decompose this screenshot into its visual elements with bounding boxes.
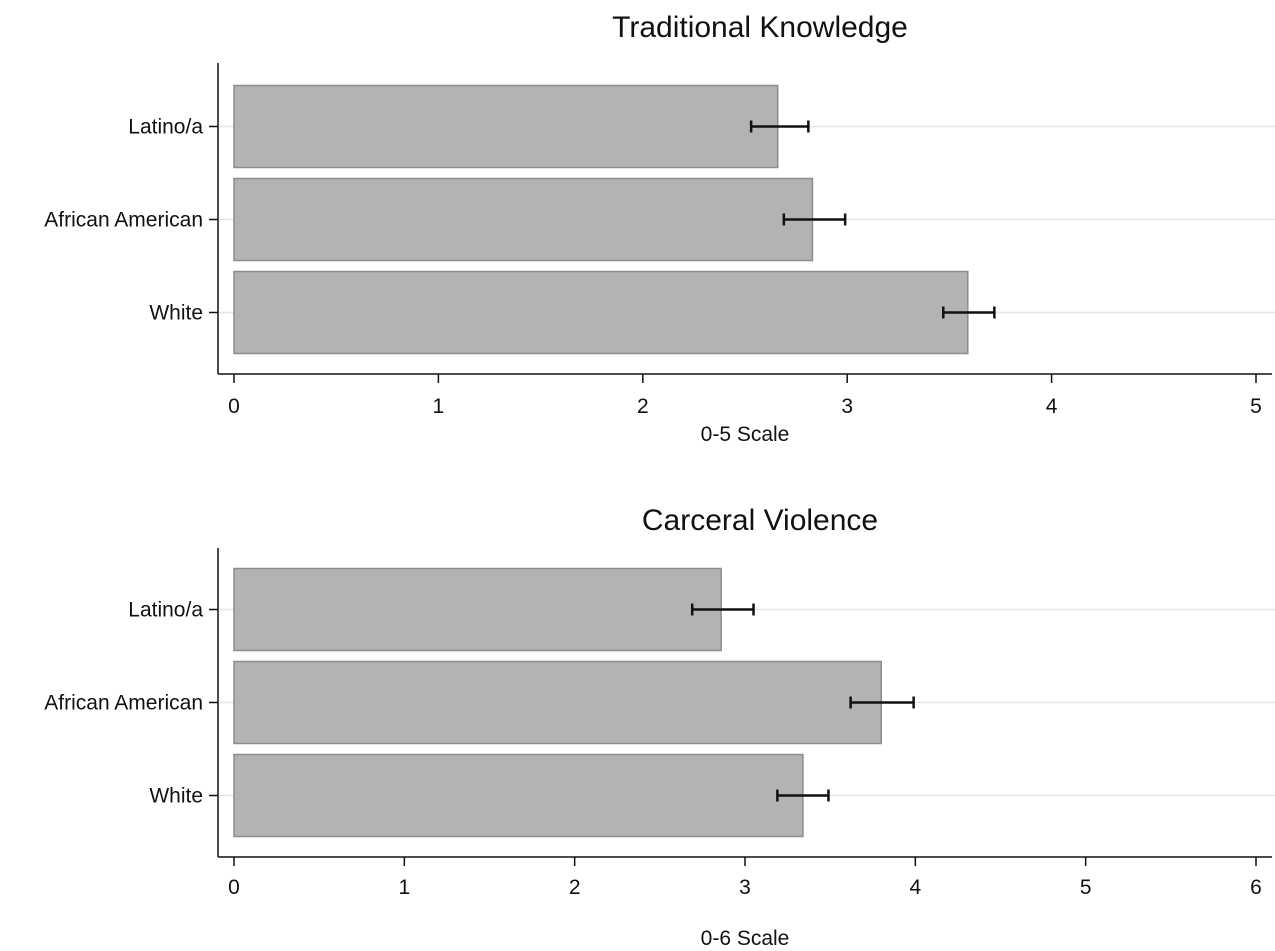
x-tick-label: 3 [841,395,853,418]
category-label: African American [44,209,203,232]
x-tick-label: 3 [739,876,751,899]
bar [233,270,969,355]
chart-title: Carceral Violence [642,504,878,537]
bar [233,84,779,169]
x-tick-label: 5 [1080,876,1092,899]
x-tick-label: 1 [398,876,410,899]
x-tick-label: 5 [1250,395,1262,418]
panel-carceral-violence: Carceral Violence Latino/a African America… [44,504,1275,950]
x-tick-label: 4 [909,876,921,899]
category-label: Latino/a [128,116,203,139]
bar [233,177,814,262]
x-tick-label: 4 [1046,395,1058,418]
x-axis-label: 0-6 Scale [701,927,790,950]
chart-title: Traditional Knowledge [612,11,908,44]
category-label: White [149,785,203,808]
bar [233,660,883,745]
x-tick-label: 2 [569,876,581,899]
bar [233,567,722,652]
x-tick-label: 2 [637,395,649,418]
category-label: Latino/a [128,599,203,622]
category-label: African American [44,692,203,715]
x-tick-label: 6 [1250,876,1262,899]
bar [233,753,804,838]
category-label: White [149,302,203,325]
panel-traditional-knowledge: Traditional Knowledge Latino/a African Ame… [44,11,1275,446]
x-axis-label: 0-5 Scale [701,423,790,446]
x-tick-label: 1 [433,395,445,418]
x-tick-label: 0 [228,395,240,418]
x-tick-label: 0 [228,876,240,899]
